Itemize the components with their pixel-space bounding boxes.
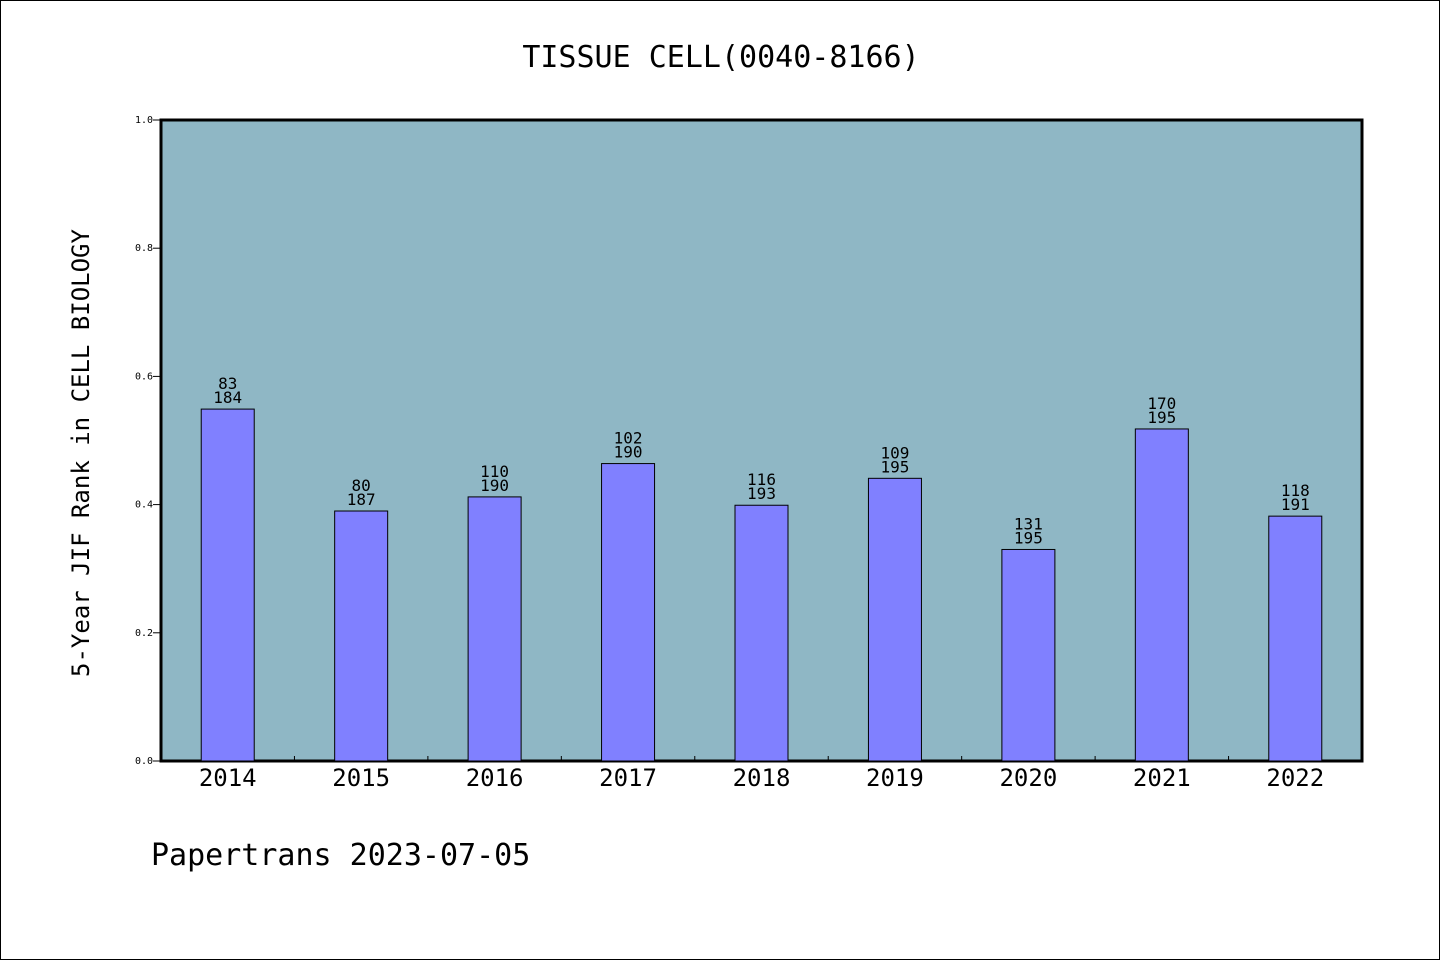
bar <box>1134 428 1189 762</box>
bar-rank-label: 131 <box>1014 514 1043 533</box>
y-tick-label: 1.0 <box>135 115 153 126</box>
bar-rank-label: 102 <box>614 429 643 448</box>
x-tick-label: 2020 <box>999 764 1057 792</box>
bar-total-label: 193 <box>747 484 776 503</box>
bar-total-label: 187 <box>347 490 376 509</box>
x-tick-label: 2019 <box>866 764 924 792</box>
y-tick-label: 0.2 <box>135 628 153 639</box>
bar <box>734 504 789 762</box>
bar-rank-label: 118 <box>1281 481 1310 500</box>
bar <box>601 463 656 762</box>
bar-rank-label: 170 <box>1147 394 1176 413</box>
chart-title: TISSUE CELL(0040-8166) <box>522 40 919 75</box>
x-tick-label: 2017 <box>599 764 657 792</box>
bar-total-label: 190 <box>614 443 643 462</box>
x-tick-label: 2022 <box>1266 764 1324 792</box>
bar-total-label: 184 <box>213 388 242 407</box>
bar-rank-label: 110 <box>480 462 509 481</box>
bar-rank-label: 109 <box>880 443 909 462</box>
bar <box>1268 515 1323 762</box>
y-axis-label: 5-Year JIF Rank in CELL BIOLOGY <box>67 228 95 676</box>
bar <box>200 408 255 762</box>
y-tick-label: 0.8 <box>135 243 153 254</box>
bar-total-label: 195 <box>1014 528 1043 547</box>
bar-rank-label: 80 <box>352 476 371 495</box>
bars: 8318480187110190102190116193109195131195… <box>200 374 1323 762</box>
bar-total-label: 191 <box>1281 495 1310 514</box>
x-tick-label: 2015 <box>332 764 390 792</box>
x-tick-label: 2016 <box>466 764 524 792</box>
bar <box>334 510 389 762</box>
bar-rank-label: 116 <box>747 470 776 489</box>
y-axis: 0.0 0.2 0.4 0.6 0.8 1.0 <box>135 115 161 767</box>
bar <box>1001 548 1056 762</box>
x-tick-label: 2018 <box>733 764 791 792</box>
bar-total-label: 190 <box>480 476 509 495</box>
x-tick-label: 2014 <box>199 764 257 792</box>
bar-rank-label: 83 <box>218 374 237 393</box>
y-tick-label: 0.0 <box>135 756 153 767</box>
bar-total-label: 195 <box>1147 408 1176 427</box>
bar-total-label: 195 <box>880 457 909 476</box>
bar <box>467 496 522 762</box>
footer-source: Papertrans 2023-07-05 <box>151 838 530 873</box>
x-tick-label: 2021 <box>1133 764 1191 792</box>
y-tick-label: 0.4 <box>135 500 153 511</box>
y-tick-label: 0.6 <box>135 371 153 382</box>
bar <box>867 477 922 762</box>
x-axis: 2014 2015 2016 2017 2018 2019 2020 2021 2022 <box>199 756 1324 792</box>
